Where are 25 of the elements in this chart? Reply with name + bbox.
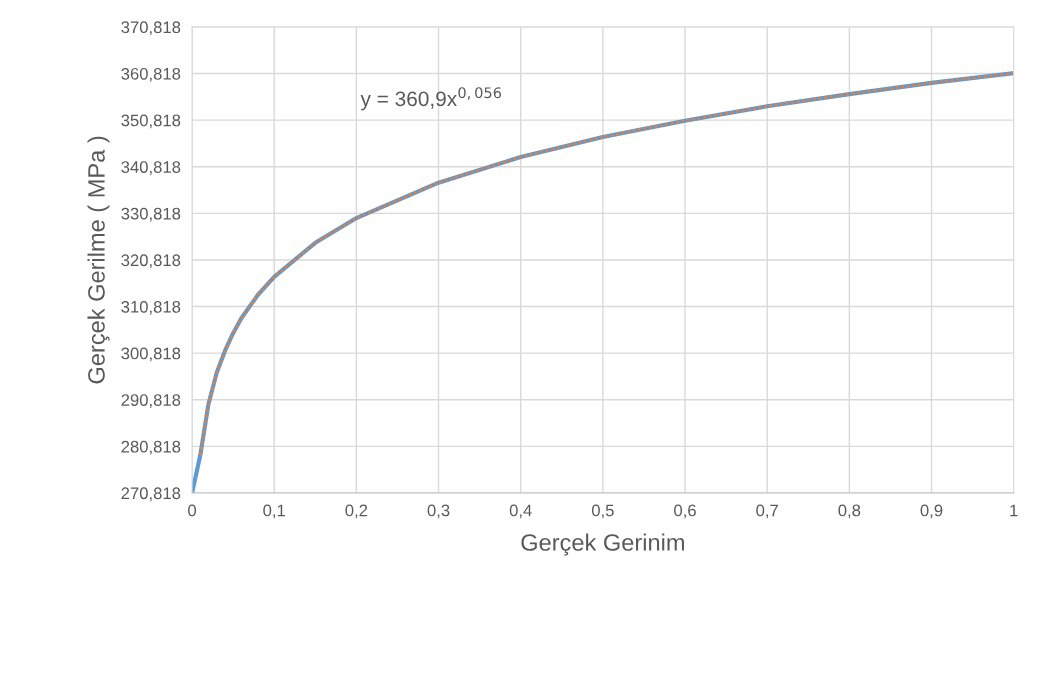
y-tick-label: 300,818 [121,347,181,362]
annotation: y = 360,9x$^{0,056}$ [360,87,502,111]
x-tick-label: 0,1 [263,504,285,519]
x-tick-label: 0,2 [345,504,368,519]
y-tick-label: 370,818 [121,21,181,36]
x-tick-label: 0,5 [591,504,614,519]
y-tick-label: 320,818 [121,254,181,269]
y-axis-title: Gerçek Gerilme ( MPa ) [87,136,110,384]
y-tick-label: 350,818 [121,114,181,129]
x-axis-title: Gerçek Gerinim [521,533,684,556]
y-tick-label: 280,818 [121,440,181,455]
y-tick-label: 330,818 [121,207,181,222]
x-tick-label: 0,9 [920,504,943,519]
x-tick-label: 0 [188,504,197,517]
y-tick-label: 340,818 [121,161,181,175]
x-tick-label: 0,3 [427,504,450,519]
x-tick-label: 0,4 [509,504,532,519]
x-tick-label: 0,6 [674,504,696,519]
x-tick-label: 0,7 [756,504,778,519]
y-tick-label: 360,818 [121,67,181,82]
y-tick-label: 290,818 [121,394,181,408]
y-tick-label: 270,818 [121,487,181,502]
x-tick-label: 1 [1010,504,1018,517]
x-tick-label: 0,8 [838,504,861,519]
y-tick-label: 310,818 [121,300,181,315]
